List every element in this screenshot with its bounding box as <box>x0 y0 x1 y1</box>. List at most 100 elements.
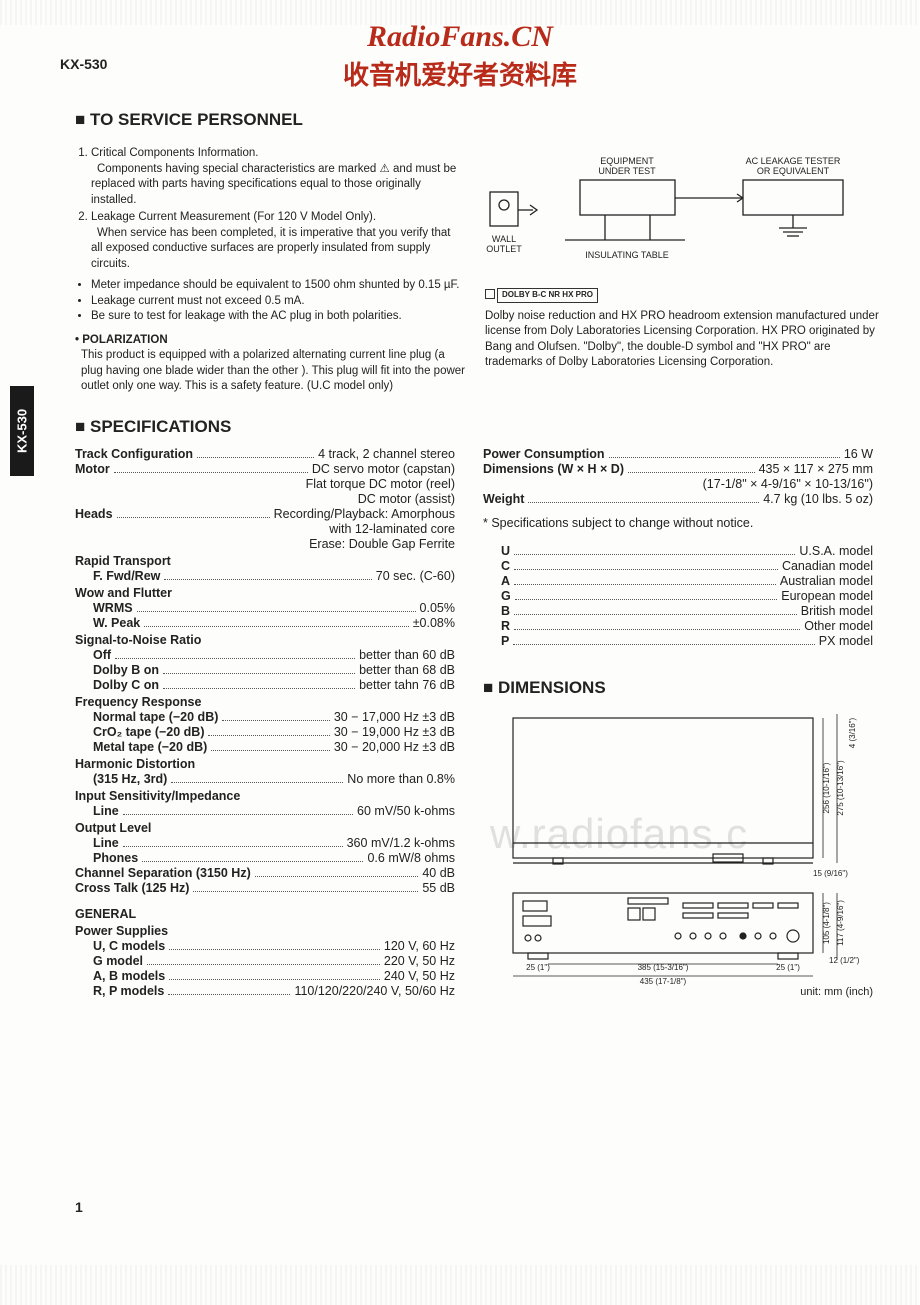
spec-value: 70 sec. (C-60) <box>376 569 455 583</box>
leakage-diagram: WALL OUTLET EQUIPMENT UNDER TEST AC LEAK… <box>485 150 885 270</box>
spec-value: better tahn 76 dB <box>359 678 455 692</box>
svg-text:12 (1/2"): 12 (1/2") <box>829 956 860 965</box>
svg-text:435 (17-1/8"): 435 (17-1/8") <box>640 977 687 986</box>
spec-value: 4.7 kg (10 lbs. 5 oz) <box>763 492 873 506</box>
spec-value: DC servo motor (capstan) <box>312 462 455 476</box>
spec-sublabel: Off <box>75 648 111 662</box>
spec-cont: DC motor (assist) <box>358 492 455 506</box>
spec-value: British model <box>801 604 873 618</box>
svg-text:OUTLET: OUTLET <box>486 244 522 254</box>
page-number: 1 <box>75 1199 83 1215</box>
watermark-subtitle: 收音机爱好者资料库 <box>0 55 920 92</box>
spec-head: Signal-to-Noise Ratio <box>75 633 455 647</box>
specs-right-col: Power Consumption16 WDimensions (W × H ×… <box>483 447 873 999</box>
dolby-text: Dolby noise reduction and HX PRO headroo… <box>485 309 885 371</box>
spec-sublabel: W. Peak <box>75 616 140 630</box>
spec-head: Rapid Transport <box>75 554 455 568</box>
spec-sublabel: R, P models <box>75 984 164 998</box>
watermark-site: RadioFans.CN <box>0 20 920 54</box>
spec-value: 220 V, 50 Hz <box>384 954 455 968</box>
spec-sublabel: P <box>483 634 509 648</box>
spec-cont: Erase: Double Gap Ferrite <box>309 537 455 551</box>
spec-value: 240 V, 50 Hz <box>384 969 455 983</box>
specs-left-col: Track Configuration 4 track, 2 channel st… <box>75 447 455 999</box>
spec-value: 4 track, 2 channel stereo <box>318 447 455 461</box>
spec-sublabel: Line <box>75 836 119 850</box>
spec-value: 0.05% <box>420 601 455 615</box>
spec-value: 30 − 19,000 Hz ±3 dB <box>334 725 455 739</box>
service-left-col: Critical Components Information. Compone… <box>75 140 465 395</box>
spec-label: Channel Separation (3150 Hz) <box>75 866 251 880</box>
general-head: GENERAL <box>75 907 455 921</box>
spec-label: Cross Talk (125 Hz) <box>75 881 189 895</box>
spec-value: 110/120/220/240 V, 50/60 Hz <box>294 984 455 998</box>
spec-sublabel: Line <box>75 804 119 818</box>
spec-value: PX model <box>819 634 873 648</box>
spec-sublabel: A, B models <box>75 969 165 983</box>
polarization-body: This product is equipped with a polarize… <box>81 348 465 395</box>
spec-label: Dimensions (W × H × D) <box>483 462 624 476</box>
spec-value: Canadian model <box>782 559 873 573</box>
svg-text:15 (9/16"): 15 (9/16") <box>813 869 848 878</box>
spec-value: 30 − 17,000 Hz ±3 dB <box>334 710 455 724</box>
spec-head: Wow and Flutter <box>75 586 455 600</box>
section-service-title: TO SERVICE PERSONNEL <box>75 110 885 130</box>
spec-value: 360 mV/1.2 k-ohms <box>347 836 455 850</box>
svg-text:25 (1"): 25 (1") <box>776 963 800 972</box>
spec-sublabel: Phones <box>75 851 138 865</box>
spec-value: 0.6 mW/8 ohms <box>367 851 455 865</box>
power-head: Power Supplies <box>75 924 455 938</box>
spec-head: Harmonic Distortion <box>75 757 455 771</box>
spec-value: 30 − 20,000 Hz ±3 dB <box>334 740 455 754</box>
spec-sublabel: Normal tape (−20 dB) <box>75 710 218 724</box>
spec-value: better than 68 dB <box>359 663 455 677</box>
spec-value: European model <box>781 589 873 603</box>
spec-sublabel: C <box>483 559 510 573</box>
spec-sublabel: R <box>483 619 510 633</box>
spec-head: Input Sensitivity/Impedance <box>75 789 455 803</box>
side-tab-model: KX-530 <box>10 386 34 476</box>
note1-body: Components having special characteristic… <box>91 163 456 206</box>
dolby-d-icon <box>485 289 495 299</box>
section-specs-title: SPECIFICATIONS <box>75 417 885 437</box>
note1-head: Critical Components Information. <box>91 147 258 159</box>
spec-label: Track Configuration <box>75 447 193 461</box>
diagram-wall-label: WALL <box>492 234 516 244</box>
spec-value: 55 dB <box>422 881 455 895</box>
spec-sublabel: WRMS <box>75 601 133 615</box>
spec-sublabel: G <box>483 589 511 603</box>
spec-value: 120 V, 60 Hz <box>384 939 455 953</box>
spec-sublabel: Metal tape (−20 dB) <box>75 740 207 754</box>
svg-text:EQUIPMENT: EQUIPMENT <box>600 156 654 166</box>
spec-cont: with 12-laminated core <box>329 522 455 536</box>
svg-text:25 (1"): 25 (1") <box>526 963 550 972</box>
unit-note: unit: mm (inch) <box>800 986 873 998</box>
dolby-badge: DOLBY B-C NR HX PRO <box>497 288 598 303</box>
model-number-top: KX-530 <box>60 56 107 72</box>
spec-value: 60 mV/50 k-ohms <box>357 804 455 818</box>
spec-label: Weight <box>483 492 524 506</box>
svg-text:OR EQUIVALENT: OR EQUIVALENT <box>757 166 830 176</box>
spec-sublabel: Dolby C on <box>75 678 159 692</box>
bullet-leakage: Leakage current must not exceed 0.5 mA. <box>91 294 465 310</box>
svg-text:4 (3/16"): 4 (3/16") <box>848 717 857 748</box>
spec-label: Heads <box>75 507 113 521</box>
svg-text:INSULATING TABLE: INSULATING TABLE <box>585 250 669 260</box>
spec-sublabel: CrO₂ tape (−20 dB) <box>75 725 204 739</box>
spec-value: Australian model <box>780 574 873 588</box>
spec-value: No more than 0.8% <box>347 772 455 786</box>
spec-cont: (17-1/8" × 4-9/16" × 10-13/16") <box>703 477 873 491</box>
spec-sublabel: A <box>483 574 510 588</box>
spec-label: Power Consumption <box>483 447 605 461</box>
bullet-test: Be sure to test for leakage with the AC … <box>91 309 465 325</box>
spec-label: Motor <box>75 462 110 476</box>
spec-sublabel: U, C models <box>75 939 165 953</box>
spec-value: 435 × 117 × 275 mm <box>759 462 873 476</box>
spec-sublabel: (315 Hz, 3rd) <box>75 772 167 786</box>
notice-text: * Specifications subject to change witho… <box>483 516 873 530</box>
spec-value: U.S.A. model <box>799 544 873 558</box>
bullet-meter: Meter impedance should be equivalent to … <box>91 278 465 294</box>
spec-value: Recording/Playback: Amorphous <box>274 507 455 521</box>
spec-sublabel: F. Fwd/Rew <box>75 569 160 583</box>
spec-value: Other model <box>804 619 873 633</box>
